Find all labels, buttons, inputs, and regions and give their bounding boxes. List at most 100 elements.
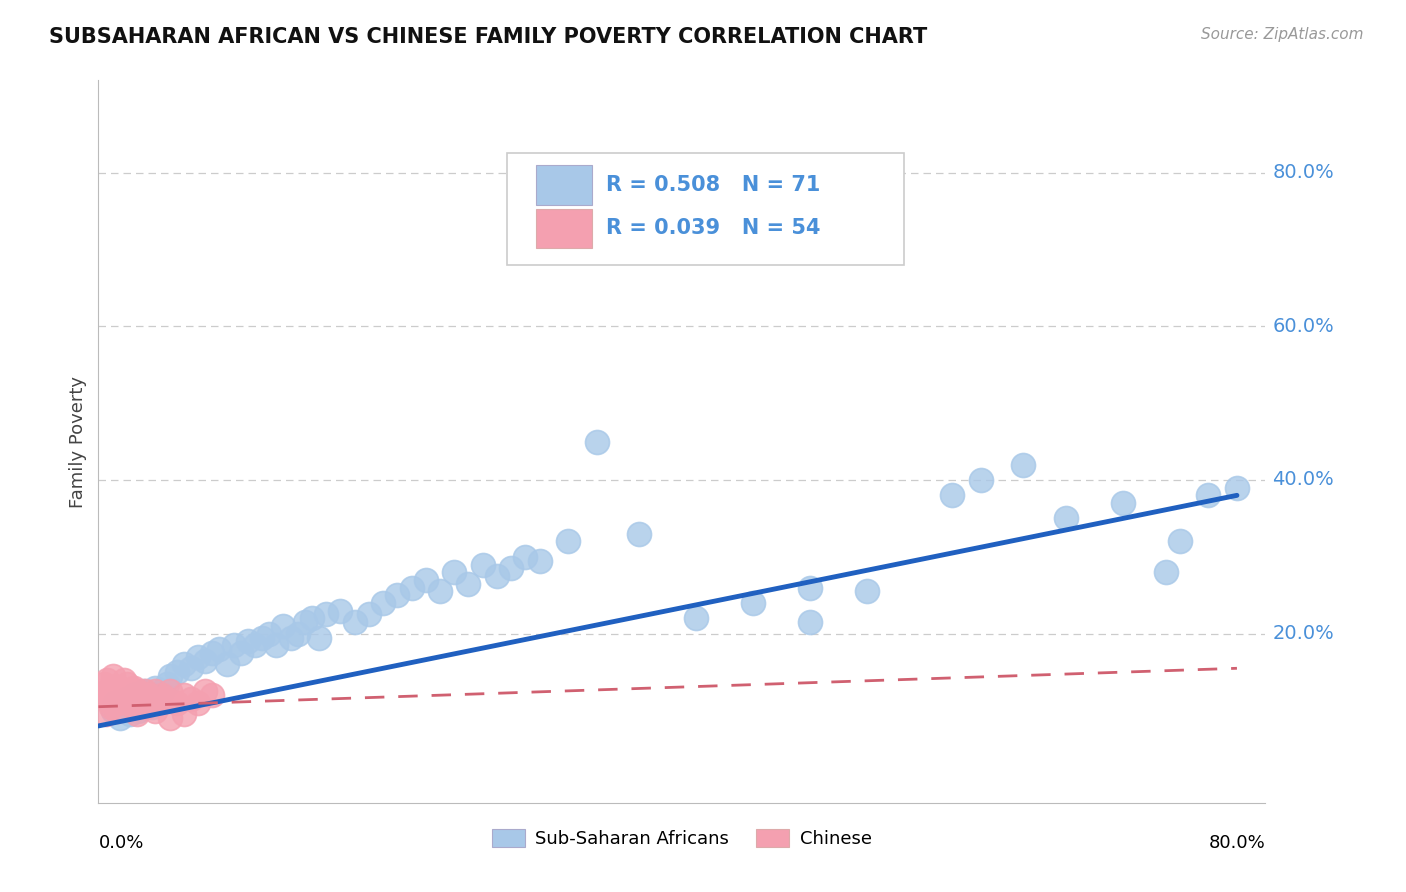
Point (173, 707, 195, 722)
Point (1112, 496, 1135, 510)
Point (94, 707, 117, 722)
Point (131, 696, 153, 710)
Point (148, 688, 170, 702)
Point (257, 626, 280, 640)
Point (685, 611, 707, 625)
Point (141, 699, 163, 714)
Y-axis label: Family Poverty: Family Poverty (69, 376, 87, 508)
Point (941, 488, 963, 502)
Point (585, 434, 607, 449)
Point (100, 699, 122, 714)
Point (215, 657, 238, 672)
Point (222, 638, 245, 652)
Point (180, 661, 202, 675)
Point (1054, 511, 1077, 525)
Point (128, 692, 150, 706)
Point (124, 688, 146, 702)
Point (111, 692, 134, 706)
Point (141, 692, 163, 706)
Point (118, 696, 141, 710)
Point (294, 615, 316, 630)
Point (443, 565, 465, 579)
Point (415, 573, 437, 587)
Point (97, 684, 120, 698)
Text: 80.0%: 80.0% (1272, 163, 1334, 182)
Point (485, 569, 508, 583)
Text: 60.0%: 60.0% (1272, 317, 1334, 335)
Text: Source: ZipAtlas.com: Source: ZipAtlas.com (1201, 27, 1364, 42)
Point (501, 561, 523, 575)
Point (143, 684, 166, 698)
Point (187, 649, 209, 664)
Point (125, 696, 148, 710)
Text: 40.0%: 40.0% (1272, 470, 1334, 490)
Point (208, 642, 231, 657)
Point (96, 673, 118, 687)
Point (529, 554, 551, 568)
Point (194, 684, 217, 698)
Point (104, 692, 127, 706)
Point (856, 584, 879, 599)
Point (152, 688, 174, 702)
Point (98, 681, 121, 695)
Point (134, 699, 156, 714)
Bar (536, 209, 592, 248)
Point (118, 707, 141, 722)
Point (122, 681, 145, 695)
Text: SUBSAHARAN AFRICAN VS CHINESE FAMILY POVERTY CORRELATION CHART: SUBSAHARAN AFRICAN VS CHINESE FAMILY POV… (49, 27, 928, 46)
Point (187, 696, 209, 710)
Point (129, 688, 152, 702)
Point (112, 699, 135, 714)
Point (148, 696, 170, 710)
Point (127, 704, 149, 718)
Point (159, 684, 181, 698)
Point (173, 657, 195, 672)
FancyBboxPatch shape (508, 153, 904, 265)
Point (94, 692, 117, 706)
Point (127, 684, 149, 698)
Point (1012, 458, 1035, 472)
Point (104, 696, 127, 710)
Point (201, 688, 224, 702)
Point (201, 646, 224, 660)
Point (156, 676, 179, 690)
Point (143, 681, 166, 695)
Point (105, 704, 128, 718)
Point (371, 596, 394, 610)
Point (115, 676, 138, 690)
Point (343, 615, 366, 630)
Point (180, 692, 202, 706)
Point (121, 684, 143, 698)
Point (357, 607, 380, 622)
Point (91, 688, 114, 702)
Point (742, 596, 765, 610)
Point (93, 676, 115, 690)
Point (143, 704, 166, 718)
Legend: Sub-Saharan Africans, Chinese: Sub-Saharan Africans, Chinese (485, 822, 879, 855)
Point (156, 692, 179, 706)
Point (799, 615, 821, 630)
Point (136, 692, 159, 706)
Point (229, 646, 252, 660)
Text: 20.0%: 20.0% (1272, 624, 1334, 643)
Point (273, 619, 295, 633)
Point (166, 665, 188, 680)
Point (108, 711, 131, 725)
Point (280, 631, 302, 645)
Point (401, 581, 423, 595)
Point (329, 604, 352, 618)
Point (108, 681, 131, 695)
Point (1168, 534, 1191, 549)
Point (136, 688, 159, 702)
Point (117, 696, 139, 710)
Point (120, 692, 142, 706)
Point (159, 669, 181, 683)
Point (970, 473, 993, 487)
Point (287, 626, 309, 640)
Point (194, 654, 217, 668)
Point (125, 707, 148, 722)
Point (315, 607, 337, 622)
Point (250, 631, 273, 645)
Text: 0.0%: 0.0% (98, 833, 143, 852)
Point (243, 638, 266, 652)
